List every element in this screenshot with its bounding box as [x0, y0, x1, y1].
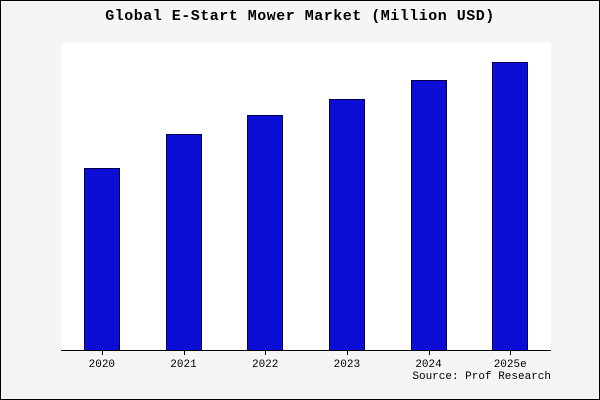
x-axis-label-text: 2021	[170, 359, 197, 371]
axis-tick	[101, 351, 103, 355]
bar-column	[143, 43, 225, 350]
bars-container	[61, 43, 551, 350]
axis-tick	[183, 351, 185, 355]
source-caption: Source: Prof Research	[412, 371, 551, 383]
x-axis-label-text: 2022	[251, 359, 279, 371]
chart-title: Global E-Start Mower Market (Million USD…	[105, 8, 495, 25]
bar-column	[306, 43, 388, 350]
x-axis-label-text: 2025e	[493, 359, 527, 371]
x-axis-labels: 2020 2021 2022 2023 2024 2025e	[61, 351, 551, 371]
x-axis-label: 2025e	[469, 351, 551, 371]
bar	[492, 62, 529, 350]
bar-column	[388, 43, 470, 350]
x-axis-label: 2022	[224, 351, 306, 371]
bar	[328, 98, 365, 350]
bar	[247, 114, 284, 350]
bar	[165, 134, 202, 350]
bar	[83, 167, 120, 350]
x-axis-label: 2021	[143, 351, 225, 371]
plot-area	[61, 43, 551, 351]
axis-tick	[265, 351, 267, 355]
bar	[410, 80, 447, 350]
bar-column	[61, 43, 143, 350]
bar-column	[469, 43, 551, 350]
x-axis-label: 2023	[306, 351, 388, 371]
axis-tick	[428, 351, 430, 355]
axis-tick	[346, 351, 348, 355]
x-axis-label: 2020	[61, 351, 143, 371]
axis-tick	[510, 351, 512, 355]
x-axis-label-text: 2024	[415, 359, 442, 371]
x-axis-label: 2024	[388, 351, 470, 371]
x-axis-label-text: 2020	[88, 359, 116, 371]
bar-column	[224, 43, 306, 350]
x-axis-label-text: 2023	[333, 359, 361, 371]
